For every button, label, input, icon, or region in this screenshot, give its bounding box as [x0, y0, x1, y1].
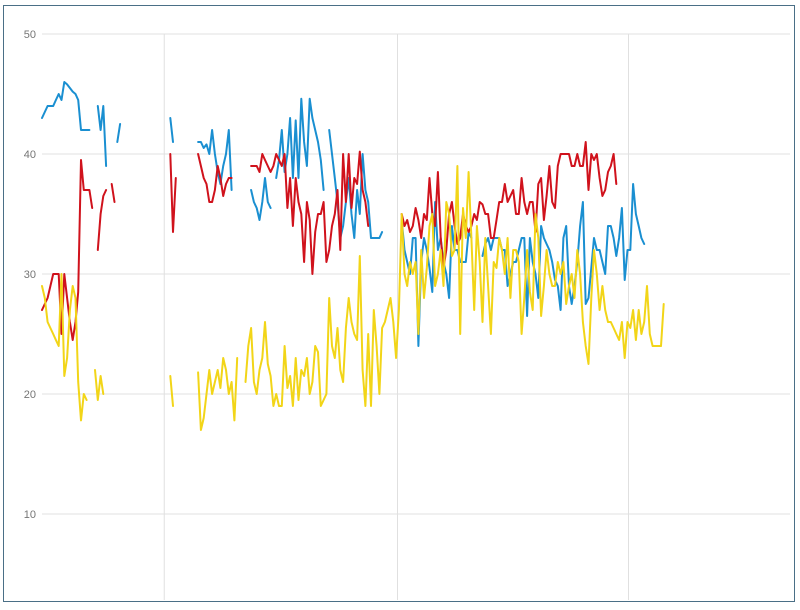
gridlines	[42, 33, 790, 600]
series-lines	[41, 81, 665, 431]
y-tick-label: 20	[24, 389, 36, 401]
series-line-2	[41, 141, 618, 341]
y-tick-label: 50	[24, 29, 36, 41]
series-line-1	[41, 81, 646, 347]
series-line-3	[41, 165, 665, 431]
y-tick-label: 40	[24, 149, 36, 161]
y-axis-tick-labels: 50 40 30 20 10	[24, 29, 36, 521]
y-tick-label: 10	[24, 509, 36, 521]
y-tick-label: 30	[24, 269, 36, 281]
